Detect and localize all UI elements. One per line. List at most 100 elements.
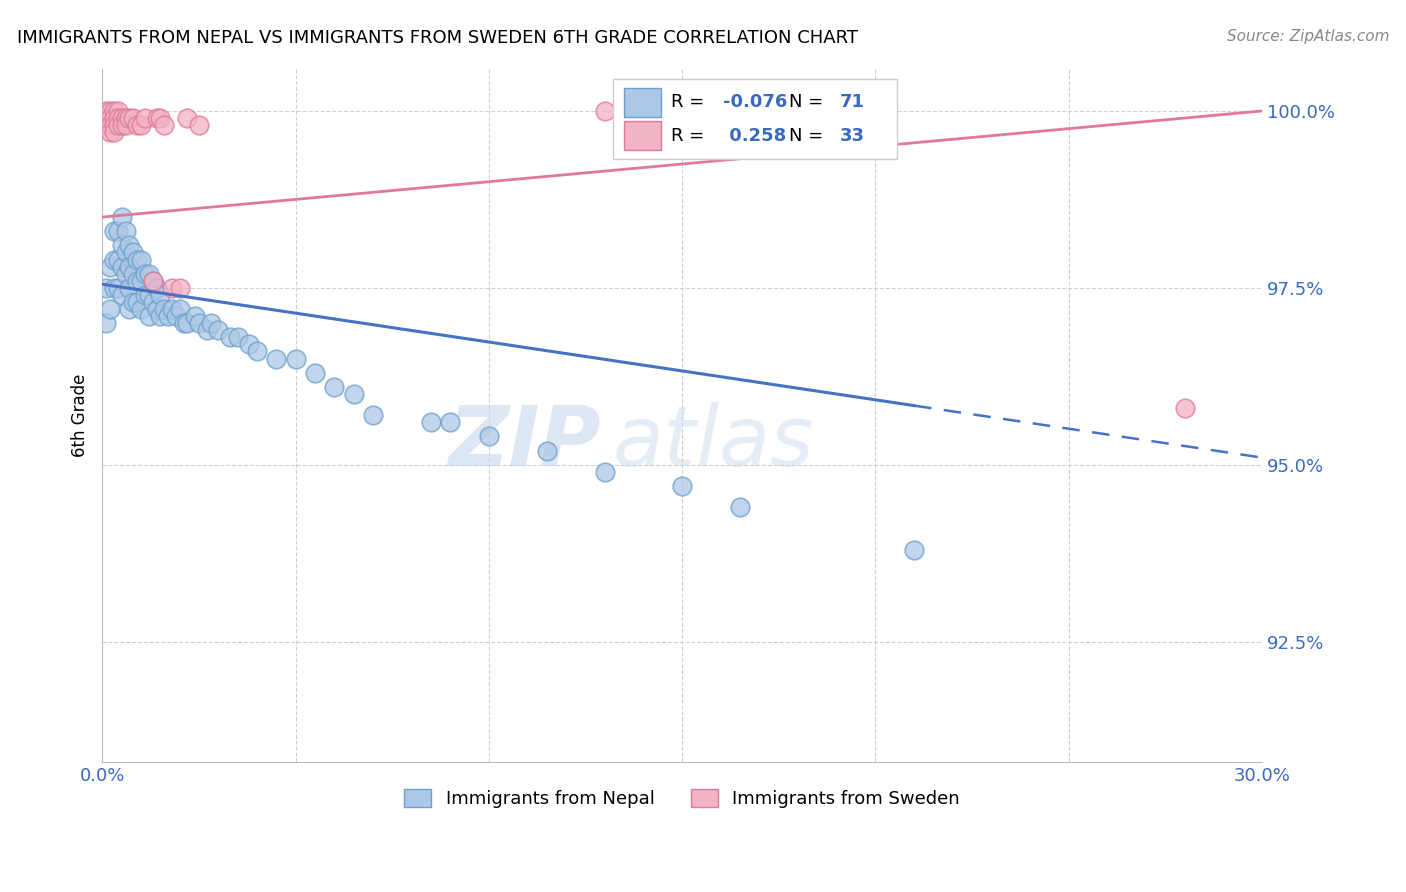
Y-axis label: 6th Grade: 6th Grade bbox=[72, 374, 89, 457]
Point bbox=[145, 301, 167, 316]
Point bbox=[728, 500, 751, 515]
Text: 33: 33 bbox=[839, 127, 865, 145]
Point bbox=[343, 387, 366, 401]
Point bbox=[111, 260, 134, 274]
Point bbox=[361, 408, 384, 422]
Point bbox=[127, 295, 149, 310]
Point bbox=[96, 103, 118, 118]
Point bbox=[134, 267, 156, 281]
Point bbox=[149, 309, 172, 323]
Text: Source: ZipAtlas.com: Source: ZipAtlas.com bbox=[1226, 29, 1389, 44]
Point bbox=[138, 309, 160, 323]
Point bbox=[111, 288, 134, 302]
Point bbox=[145, 111, 167, 125]
Point bbox=[169, 301, 191, 316]
Point bbox=[103, 281, 125, 295]
Point bbox=[98, 301, 121, 316]
Point bbox=[129, 301, 152, 316]
Text: R =: R = bbox=[671, 94, 710, 112]
Point bbox=[200, 316, 222, 330]
Point bbox=[153, 301, 176, 316]
Point bbox=[142, 274, 165, 288]
Point bbox=[114, 245, 136, 260]
Point bbox=[111, 118, 134, 132]
Point bbox=[107, 103, 129, 118]
Point bbox=[153, 118, 176, 132]
Point bbox=[207, 323, 229, 337]
Point bbox=[226, 330, 249, 344]
Text: IMMIGRANTS FROM NEPAL VS IMMIGRANTS FROM SWEDEN 6TH GRADE CORRELATION CHART: IMMIGRANTS FROM NEPAL VS IMMIGRANTS FROM… bbox=[17, 29, 858, 46]
Point bbox=[127, 118, 149, 132]
Point bbox=[138, 288, 160, 302]
Point bbox=[96, 118, 118, 132]
Point bbox=[593, 103, 616, 118]
Point bbox=[111, 210, 134, 224]
Point bbox=[129, 274, 152, 288]
Point bbox=[98, 103, 121, 118]
Point bbox=[129, 118, 152, 132]
Point bbox=[122, 267, 145, 281]
Point bbox=[671, 479, 693, 493]
Point bbox=[165, 309, 187, 323]
Point bbox=[188, 316, 211, 330]
Point bbox=[478, 429, 501, 443]
Point bbox=[111, 238, 134, 252]
Point bbox=[114, 224, 136, 238]
Point bbox=[420, 415, 443, 429]
Point bbox=[138, 267, 160, 281]
Point bbox=[439, 415, 461, 429]
Point bbox=[98, 118, 121, 132]
Point bbox=[107, 281, 129, 295]
Point bbox=[304, 366, 326, 380]
Point bbox=[134, 111, 156, 125]
Point bbox=[142, 274, 165, 288]
Point bbox=[103, 111, 125, 125]
Point bbox=[103, 103, 125, 118]
Point bbox=[118, 301, 141, 316]
Point bbox=[219, 330, 242, 344]
Point bbox=[122, 295, 145, 310]
Legend: Immigrants from Nepal, Immigrants from Sweden: Immigrants from Nepal, Immigrants from S… bbox=[396, 781, 967, 815]
Text: N =: N = bbox=[789, 94, 830, 112]
Text: atlas: atlas bbox=[613, 402, 814, 483]
Point bbox=[160, 281, 183, 295]
Point bbox=[107, 224, 129, 238]
Point bbox=[122, 245, 145, 260]
Point bbox=[176, 316, 198, 330]
Point bbox=[118, 281, 141, 295]
Point bbox=[103, 118, 125, 132]
Point bbox=[103, 224, 125, 238]
Point bbox=[903, 542, 925, 557]
Point bbox=[323, 380, 346, 394]
Point bbox=[122, 111, 145, 125]
Point bbox=[98, 260, 121, 274]
Text: 71: 71 bbox=[839, 94, 865, 112]
Point bbox=[111, 111, 134, 125]
Point bbox=[118, 238, 141, 252]
Point bbox=[107, 111, 129, 125]
Point bbox=[149, 288, 172, 302]
Text: N =: N = bbox=[789, 127, 830, 145]
Text: 0.258: 0.258 bbox=[723, 127, 786, 145]
Point bbox=[127, 274, 149, 288]
Text: R =: R = bbox=[671, 127, 710, 145]
FancyBboxPatch shape bbox=[624, 121, 661, 151]
Point bbox=[103, 125, 125, 139]
FancyBboxPatch shape bbox=[624, 88, 661, 117]
Point bbox=[98, 125, 121, 139]
Point bbox=[96, 316, 118, 330]
Point bbox=[246, 344, 269, 359]
Point bbox=[238, 337, 260, 351]
Point bbox=[107, 252, 129, 267]
Point bbox=[103, 252, 125, 267]
Point bbox=[184, 309, 207, 323]
Point bbox=[149, 111, 172, 125]
Point bbox=[118, 260, 141, 274]
Point bbox=[98, 111, 121, 125]
Point bbox=[188, 118, 211, 132]
Point bbox=[173, 316, 195, 330]
Point bbox=[134, 288, 156, 302]
Point bbox=[96, 281, 118, 295]
Point bbox=[142, 295, 165, 310]
Point bbox=[160, 301, 183, 316]
